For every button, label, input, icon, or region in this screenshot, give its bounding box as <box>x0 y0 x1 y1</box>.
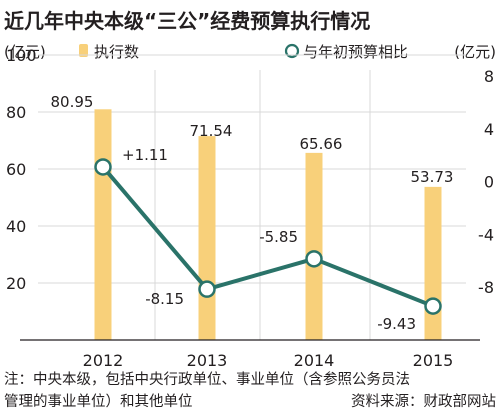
label-layer: 80.95 71.54 65.66 53.73 +1.11 -8.15 -5.85 -9.43 <box>51 93 454 333</box>
line-point <box>198 280 216 298</box>
right-tick-label: -8 <box>478 278 494 297</box>
line-value-label: -5.85 <box>259 228 298 246</box>
bar <box>305 152 323 340</box>
right-tick-label: 0 <box>484 173 494 192</box>
legend-line-label: 与年初预算相比 <box>303 43 408 61</box>
line-value-label: -8.15 <box>145 290 184 308</box>
line-point <box>94 158 112 176</box>
x-tick-label: 2013 <box>187 351 228 370</box>
right-axis-unit: (亿元) <box>454 43 496 61</box>
left-tick-label: 80 <box>6 103 26 122</box>
footnote-line-1: 注：中央本级，包括中央行政单位、事业单位（含参照公务员法 <box>4 371 410 388</box>
x-tick-label: 2015 <box>413 351 454 370</box>
line-point <box>305 250 323 268</box>
chart-title: 近几年中央本级“三公”经费预算执行情况 <box>4 9 370 33</box>
left-tick-label: 60 <box>6 160 26 179</box>
legend-line-marker <box>284 43 300 59</box>
source-note: 资料来源：财政部网站 <box>351 393 496 410</box>
line-layer <box>94 158 442 315</box>
left-axis-unit: (亿元) <box>4 43 46 61</box>
bar-value-label: 65.66 <box>300 135 343 153</box>
line-value-label: +1.11 <box>122 146 168 164</box>
left-tick-label: 100 <box>6 46 37 65</box>
right-tick-label: -4 <box>478 225 494 244</box>
line-series <box>101 165 434 308</box>
left-tick-label: 20 <box>6 274 26 293</box>
x-tick-label: 2012 <box>83 351 124 370</box>
bar <box>424 186 442 340</box>
bar-value-label: 71.54 <box>190 122 233 140</box>
legend-bar-swatch <box>79 44 88 57</box>
right-tick-label: 8 <box>484 67 494 86</box>
right-tick-label: 4 <box>484 120 494 139</box>
bar-value-label: 53.73 <box>411 168 454 186</box>
footnote-line-2: 管理的事业单位）和其他单位 <box>4 393 193 410</box>
line-value-label: -9.43 <box>377 315 416 333</box>
left-tick-label: 40 <box>6 217 26 236</box>
bar-value-label: 80.95 <box>51 93 94 111</box>
bar <box>94 109 112 340</box>
line-point <box>424 297 442 315</box>
x-tick-label: 2014 <box>294 351 335 370</box>
legend-bar-label: 执行数 <box>94 43 139 61</box>
bar <box>198 136 216 340</box>
